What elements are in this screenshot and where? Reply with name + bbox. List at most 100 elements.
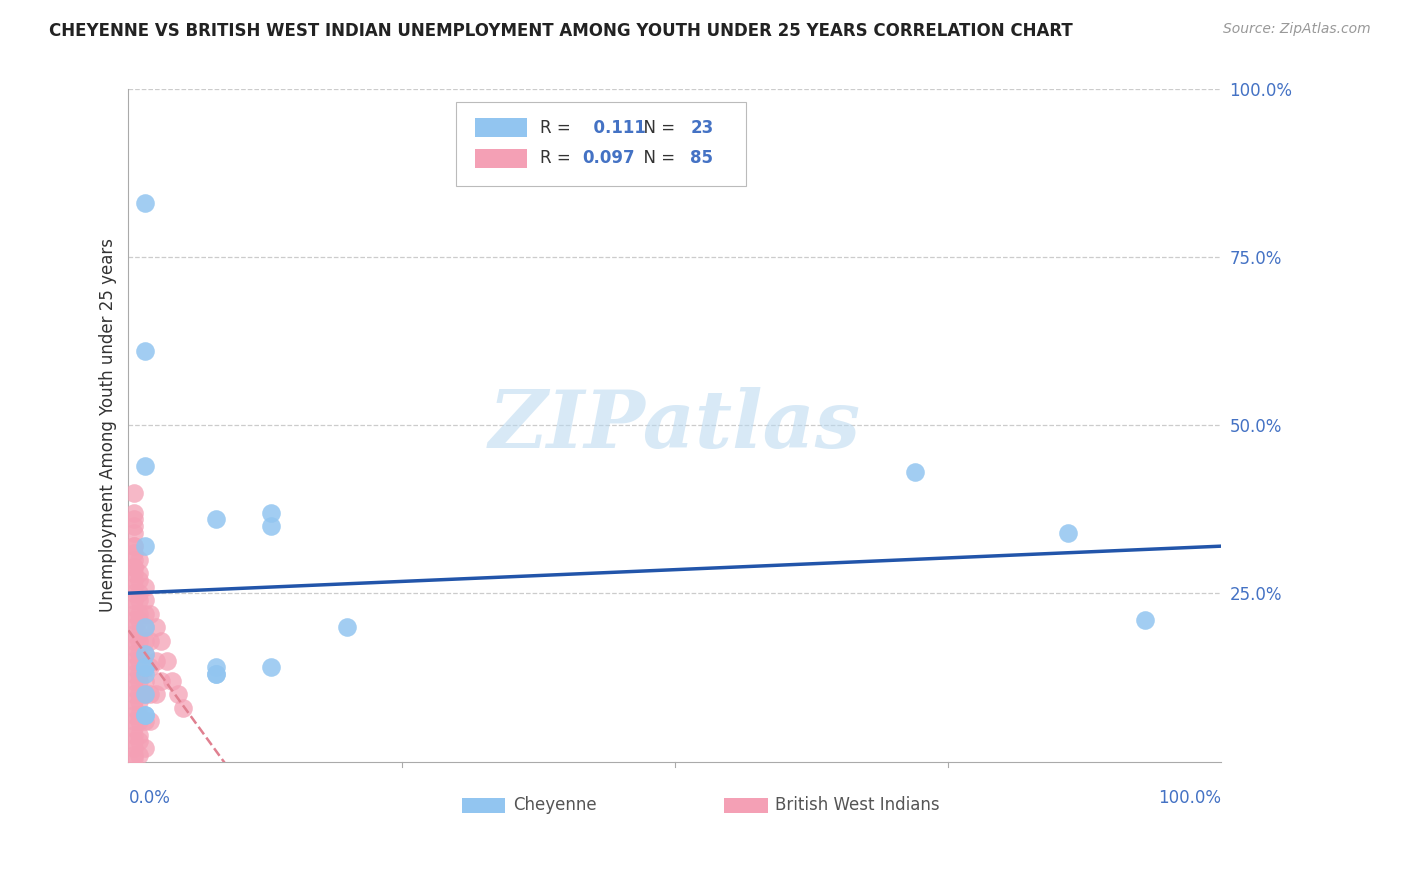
Point (128, 573, 150, 587)
Point (128, 593, 150, 607)
Point (134, 620, 156, 634)
Point (205, 667, 228, 681)
Text: 0.097: 0.097 (582, 149, 634, 167)
Point (128, 607, 150, 621)
Point (139, 687, 162, 701)
Point (139, 660, 162, 674)
Text: 85: 85 (690, 149, 713, 167)
Point (128, 627, 150, 641)
Point (134, 741, 156, 756)
Point (122, 553, 145, 567)
Text: CHEYENNE VS BRITISH WEST INDIAN UNEMPLOYMENT AMONG YOUTH UNDER 25 YEARS CORRELAT: CHEYENNE VS BRITISH WEST INDIAN UNEMPLOY… (49, 22, 1073, 40)
Point (134, 196, 156, 211)
Point (259, 506, 281, 520)
Point (1057, 525, 1080, 540)
Point (122, 721, 145, 735)
Point (134, 673, 156, 688)
Text: N =: N = (633, 119, 681, 136)
Point (128, 707, 150, 722)
Point (128, 633, 150, 648)
Point (122, 485, 145, 500)
Point (134, 707, 156, 722)
Text: ZIPatlas: ZIPatlas (489, 386, 860, 464)
Point (205, 660, 228, 674)
Point (134, 660, 156, 674)
Point (122, 539, 145, 553)
Point (134, 620, 156, 634)
Point (122, 573, 145, 587)
Point (128, 667, 150, 681)
Point (134, 660, 156, 674)
Point (134, 607, 156, 621)
Point (1133, 613, 1156, 627)
FancyBboxPatch shape (475, 119, 527, 137)
Text: N =: N = (633, 149, 681, 167)
Point (134, 660, 156, 674)
Point (122, 707, 145, 722)
Point (128, 728, 150, 742)
Point (160, 673, 183, 688)
Point (122, 512, 145, 526)
Point (128, 714, 150, 729)
Point (134, 714, 156, 729)
Point (122, 633, 145, 648)
Point (122, 607, 145, 621)
Point (128, 734, 150, 748)
Point (134, 687, 156, 701)
Point (122, 714, 145, 729)
Point (128, 673, 150, 688)
Point (122, 506, 145, 520)
Point (134, 458, 156, 473)
Point (122, 593, 145, 607)
Text: Cheyenne: Cheyenne (513, 796, 596, 814)
Text: R =: R = (540, 149, 576, 167)
Point (139, 714, 162, 729)
Point (134, 580, 156, 594)
Text: 0.111: 0.111 (582, 119, 645, 136)
Point (122, 559, 145, 574)
Point (128, 747, 150, 762)
Point (134, 707, 156, 722)
Point (122, 599, 145, 614)
Point (128, 687, 150, 701)
Point (122, 751, 145, 765)
Point (145, 687, 167, 701)
Point (134, 539, 156, 553)
Point (122, 620, 145, 634)
Point (128, 694, 150, 708)
Text: 23: 23 (690, 119, 713, 136)
Point (122, 667, 145, 681)
Point (128, 647, 150, 661)
Point (122, 640, 145, 655)
Point (336, 620, 359, 634)
Point (139, 633, 162, 648)
Point (205, 512, 228, 526)
Point (904, 466, 927, 480)
Point (134, 667, 156, 681)
Point (128, 613, 150, 627)
Point (128, 553, 150, 567)
Point (259, 519, 281, 533)
Point (145, 654, 167, 668)
Point (166, 687, 188, 701)
Point (128, 566, 150, 581)
Text: British West Indians: British West Indians (775, 796, 941, 814)
Point (122, 559, 145, 574)
Point (122, 586, 145, 600)
Point (205, 667, 228, 681)
Point (134, 647, 156, 661)
Point (150, 673, 173, 688)
Point (172, 700, 194, 714)
Text: Source: ZipAtlas.com: Source: ZipAtlas.com (1223, 22, 1371, 37)
Point (145, 620, 167, 634)
Point (122, 647, 145, 661)
Point (122, 627, 145, 641)
FancyBboxPatch shape (724, 798, 768, 813)
FancyBboxPatch shape (475, 149, 527, 168)
Point (122, 747, 145, 762)
Point (150, 633, 173, 648)
Point (122, 660, 145, 674)
Point (134, 647, 156, 661)
Point (122, 673, 145, 688)
Point (122, 681, 145, 695)
